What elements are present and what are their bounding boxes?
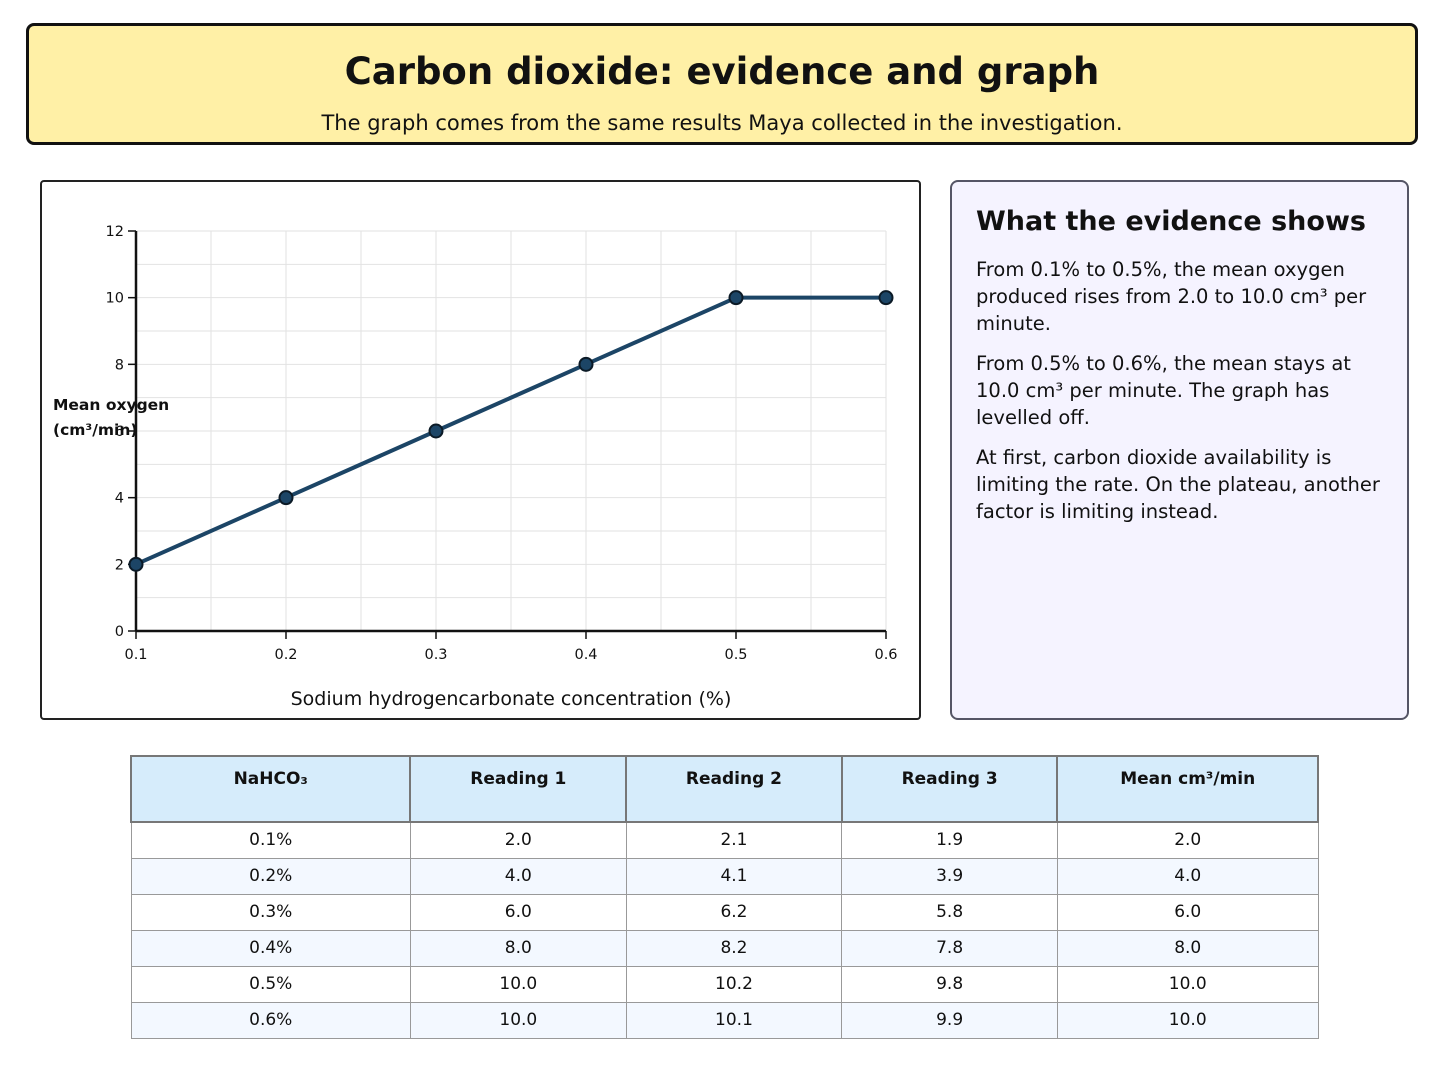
table-row: 0.5% 10.0 10.2 9.8 10.0 xyxy=(130,965,1319,1003)
table-cell: 0.6% xyxy=(130,1001,411,1039)
table-cell: 10.0 xyxy=(409,965,627,1003)
table-cell: 6.2 xyxy=(625,893,843,931)
table-row: 0.6% 10.0 10.1 9.9 10.0 xyxy=(130,1001,1319,1039)
table-cell: 0.5% xyxy=(130,965,411,1003)
y-tick-label: 0 xyxy=(115,624,124,640)
x-tick-label: 0.3 xyxy=(424,647,447,663)
column-header: Mean cm³/min xyxy=(1056,755,1319,823)
table-cell: 3.9 xyxy=(841,857,1058,895)
table-cell: 0.4% xyxy=(130,929,411,967)
chart-grid xyxy=(135,230,887,632)
column-header: Reading 1 xyxy=(409,755,628,823)
y-axis-label: (cm³/min) xyxy=(53,421,137,439)
evidence-paragraph: From 0.1% to 0.5%, the mean oxygen produ… xyxy=(976,258,1367,335)
x-tick-label: 0.4 xyxy=(574,647,597,663)
table-cell: 9.9 xyxy=(841,1001,1058,1039)
table-cell: 10.0 xyxy=(1056,965,1319,1003)
table-cell: 4.1 xyxy=(625,857,843,895)
line-chart: 0 2 4 6 8 10 12 0.1 0.2 0.3 0.4 0.5 0.6 Sodium hydro… xyxy=(53,224,898,710)
table-row: 0.1% 2.0 2.1 1.9 2.0 xyxy=(130,821,1319,859)
column-header: NaHCO₃ xyxy=(129,755,412,823)
table-cell: 2.0 xyxy=(409,821,627,859)
x-axis-label: Sodium hydrogencarbonate concentration (… xyxy=(291,688,732,710)
table-cell: 0.3% xyxy=(130,893,411,931)
data-point xyxy=(428,423,444,439)
series-line xyxy=(135,295,886,567)
x-tick-label: 0.1 xyxy=(124,647,147,663)
table-cell: 5.8 xyxy=(841,893,1058,931)
page-header: Carbon dioxide: evidence and graph The g… xyxy=(26,23,1418,145)
table-cell: 1.9 xyxy=(841,821,1058,859)
table-cell: 6.0 xyxy=(409,893,627,931)
table-cell: 8.0 xyxy=(1056,929,1319,967)
chart-ticks: 0 2 4 6 8 10 12 0.1 0.2 0.3 0.4 0.5 0.6 xyxy=(106,224,898,663)
table-cell: 8.2 xyxy=(625,929,843,967)
y-tick-label: 2 xyxy=(115,557,124,573)
table-header-row: NaHCO₃ Reading 1 Reading 2 Reading 3 Mea… xyxy=(129,755,1319,823)
chart-series xyxy=(128,290,894,572)
table-cell: 10.0 xyxy=(409,1001,627,1039)
evidence-paragraph: At first, carbon dioxide availability is… xyxy=(976,446,1380,523)
data-point xyxy=(578,356,594,372)
table-cell: 10.1 xyxy=(625,1001,843,1039)
data-point xyxy=(728,290,744,306)
table-row: 0.4% 8.0 8.2 7.8 8.0 xyxy=(130,929,1319,967)
evidence-panel: What the evidence shows From 0.1% to 0.5… xyxy=(950,180,1409,720)
results-table: NaHCO₃ Reading 1 Reading 2 Reading 3 Mea… xyxy=(129,755,1319,1039)
chart-panel: 0 2 4 6 8 10 12 0.1 0.2 0.3 0.4 0.5 0.6 Sodium hydro… xyxy=(40,180,921,720)
table-cell: 2.1 xyxy=(625,821,843,859)
table-cell: 0.2% xyxy=(130,857,411,895)
table-cell: 6.0 xyxy=(1056,893,1319,931)
evidence-heading: What the evidence shows xyxy=(976,206,1366,237)
page-subtitle: The graph comes from the same results Ma… xyxy=(321,111,1123,135)
x-tick-label: 0.2 xyxy=(274,647,297,663)
page-title: Carbon dioxide: evidence and graph xyxy=(344,50,1100,93)
y-axis-label: Mean oxygen xyxy=(53,396,169,414)
table-cell: 0.1% xyxy=(130,821,411,859)
data-point xyxy=(128,556,144,572)
table-cell: 4.0 xyxy=(1056,857,1319,895)
y-tick-label: 12 xyxy=(106,224,124,240)
y-tick-label: 10 xyxy=(106,291,124,307)
column-header: Reading 2 xyxy=(625,755,843,823)
x-tick-label: 0.5 xyxy=(724,647,747,663)
y-tick-label: 6 xyxy=(115,424,124,440)
data-point xyxy=(278,490,294,506)
y-tick-label: 4 xyxy=(115,491,124,507)
x-tick-label: 0.6 xyxy=(874,647,897,663)
table-cell: 4.0 xyxy=(409,857,627,895)
column-header: Reading 3 xyxy=(840,755,1059,823)
evidence-paragraph: From 0.5% to 0.6%, the mean stays at 10.… xyxy=(976,352,1351,429)
chart-labels: Sodium hydrogencarbonate concentration (… xyxy=(53,396,731,710)
table-row: 0.2% 4.0 4.1 3.9 4.0 xyxy=(130,857,1319,895)
table-cell: 7.8 xyxy=(841,929,1058,967)
table-row: 0.3% 6.0 6.2 5.8 6.0 xyxy=(130,893,1319,931)
table-cell: 8.0 xyxy=(409,929,627,967)
table-cell: 10.0 xyxy=(1056,1001,1319,1039)
data-point xyxy=(878,290,894,306)
table-cell: 10.2 xyxy=(625,965,843,1003)
table-cell: 2.0 xyxy=(1056,821,1319,859)
y-tick-label: 8 xyxy=(115,357,124,373)
table-cell: 9.8 xyxy=(841,965,1058,1003)
